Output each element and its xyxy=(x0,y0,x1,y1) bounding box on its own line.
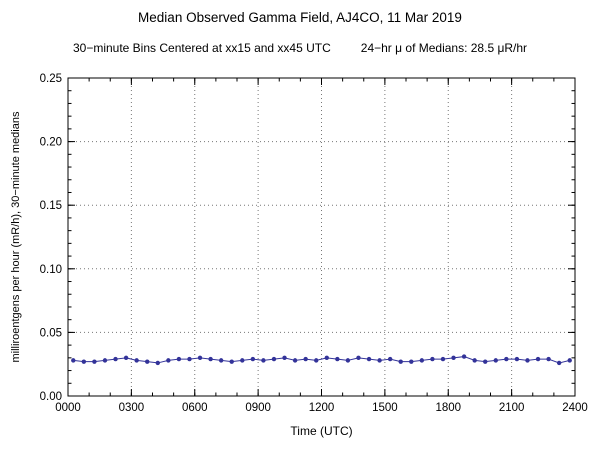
median-data-point xyxy=(556,360,562,366)
x-tick-label: 0900 xyxy=(245,402,271,414)
median-data-point xyxy=(240,358,245,363)
median-data-point xyxy=(335,356,340,362)
median-data-point xyxy=(324,355,329,361)
x-tick-label: 0300 xyxy=(119,402,145,414)
y-axis-label: milliroentgens per hour (mR/h), 30−minut… xyxy=(10,111,22,363)
x-axis-label: Time (UTC) xyxy=(290,424,353,438)
subtitle-bins-text: 30−minute Bins Centered at xx15 and xx45… xyxy=(72,41,331,55)
median-data-point xyxy=(292,358,298,363)
x-tick-label: 1800 xyxy=(435,402,461,414)
y-tick-label: 0.10 xyxy=(40,264,62,276)
x-tick-label: 0000 xyxy=(55,402,81,414)
chart-title: Median Observed Gamma Field, AJ4CO, 11 M… xyxy=(138,10,462,25)
subtitle-mean-text: 24−hr μ of Medians: 28.5 μR/hr xyxy=(360,41,528,55)
median-data-point xyxy=(282,355,287,361)
median-data-point xyxy=(493,358,498,363)
chart-subtitle: 30−minute Bins Centered at xx15 and xx45… xyxy=(0,41,600,55)
median-data-point xyxy=(261,358,266,363)
median-data-point xyxy=(472,358,477,363)
median-data-point xyxy=(451,355,456,361)
median-data-point xyxy=(197,355,203,361)
median-data-point xyxy=(166,358,171,363)
y-tick-label: 0.00 xyxy=(40,391,62,403)
median-data-point xyxy=(71,358,76,363)
median-data-point xyxy=(229,359,234,364)
median-data-point xyxy=(271,356,277,362)
median-data-point xyxy=(176,356,182,362)
median-data-point xyxy=(409,359,414,364)
median-data-point xyxy=(123,355,129,361)
x-tick-label: 2400 xyxy=(562,402,588,414)
x-tick-label: 0600 xyxy=(182,402,208,414)
median-data-point xyxy=(387,356,393,362)
median-data-point xyxy=(440,356,446,362)
median-data-point xyxy=(250,356,256,362)
median-data-point xyxy=(504,356,509,362)
median-data-point xyxy=(483,359,488,364)
median-data-point xyxy=(366,356,372,362)
median-data-point xyxy=(430,356,435,362)
y-tick-label: 0.25 xyxy=(40,73,62,85)
x-tick-label: 1500 xyxy=(372,402,398,414)
median-data-point xyxy=(145,359,150,364)
median-data-point xyxy=(398,359,403,364)
median-data-point xyxy=(187,356,192,362)
y-tick-label: 0.20 xyxy=(40,137,62,149)
median-data-point xyxy=(356,355,361,361)
x-tick-label: 1200 xyxy=(309,402,335,414)
median-data-point xyxy=(218,358,224,363)
median-data-point xyxy=(303,356,308,362)
median-data-point xyxy=(567,358,572,363)
median-data-point xyxy=(314,358,319,363)
x-tick-label: 2100 xyxy=(499,402,525,414)
median-data-point xyxy=(81,359,87,364)
median-data-point xyxy=(461,354,467,359)
y-tick-label: 0.15 xyxy=(40,200,62,212)
median-data-point xyxy=(134,358,139,363)
median-data-point xyxy=(102,358,108,363)
median-data-point xyxy=(345,358,351,363)
median-data-point xyxy=(546,356,551,362)
median-data-point xyxy=(208,356,213,362)
median-data-point xyxy=(525,358,530,363)
median-data-point xyxy=(377,358,382,363)
y-tick-label: 0.05 xyxy=(40,327,62,339)
median-data-point xyxy=(514,356,520,362)
median-data-point xyxy=(155,360,160,366)
median-data-point xyxy=(92,359,97,364)
median-data-point xyxy=(535,356,541,362)
median-data-point xyxy=(419,358,425,363)
median-data-point xyxy=(113,356,118,362)
